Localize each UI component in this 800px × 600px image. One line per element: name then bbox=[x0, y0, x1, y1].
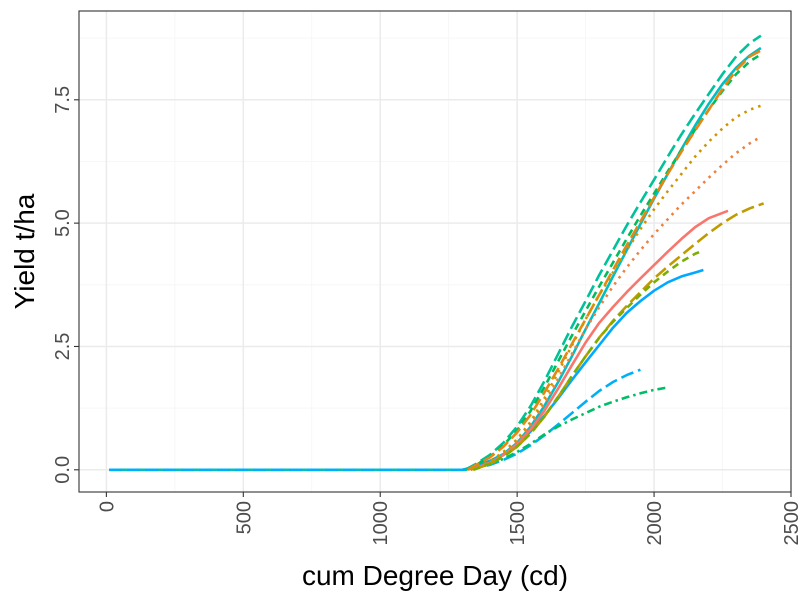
y-axis: 0.0 2.5 5.0 7.5 bbox=[52, 86, 79, 484]
y-tick-label: 7.5 bbox=[52, 86, 74, 114]
y-tick-label: 0.0 bbox=[52, 456, 74, 484]
x-axis: 0 500 1000 1500 2000 2500 bbox=[96, 492, 800, 546]
y-tick-label: 2.5 bbox=[52, 333, 74, 361]
series-line-8 bbox=[470, 209, 729, 472]
series-line-5 bbox=[464, 34, 762, 471]
plot-border bbox=[78, 10, 792, 493]
x-tick-label: 1000 bbox=[370, 501, 392, 546]
series-line-6 bbox=[467, 53, 762, 471]
x-axis-title: cum Degree Day (cd) bbox=[302, 560, 568, 591]
y-axis-title: Yield t/ha bbox=[9, 193, 40, 309]
x-tick-label: 2000 bbox=[644, 501, 666, 546]
series-line-7 bbox=[467, 49, 762, 471]
plot-panel bbox=[79, 11, 791, 492]
series-line-10 bbox=[470, 104, 762, 471]
x-tick-label: 2500 bbox=[781, 501, 800, 546]
series-layer bbox=[109, 34, 765, 472]
x-tick-label: 0 bbox=[96, 501, 118, 512]
y-tick-label: 5.0 bbox=[52, 209, 74, 237]
x-tick-label: 1500 bbox=[507, 501, 529, 546]
series-line-9 bbox=[470, 135, 762, 472]
x-tick-label: 500 bbox=[233, 501, 255, 534]
